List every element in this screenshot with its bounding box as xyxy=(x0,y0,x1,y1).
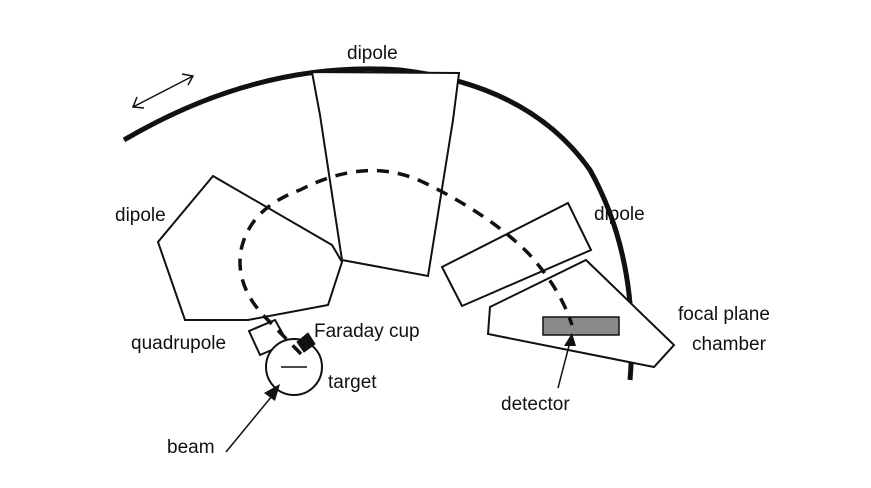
dipole-top-magnet xyxy=(310,70,461,278)
focal-plane-chamber xyxy=(486,258,676,369)
label-dipole-top: dipole xyxy=(347,43,398,64)
label-target: target xyxy=(328,372,377,393)
label-focal-plane: focal plane xyxy=(678,304,770,325)
beam-trajectory xyxy=(238,168,574,356)
beam-arrow xyxy=(225,384,280,453)
faraday-cup xyxy=(296,332,316,353)
double-headed-arrow-icon xyxy=(131,73,195,109)
dipole-left-magnet xyxy=(156,174,344,321)
label-beam: beam xyxy=(167,437,215,458)
label-quadrupole: quadrupole xyxy=(131,333,226,354)
label-dipole-left: dipole xyxy=(115,205,166,226)
label-chamber: chamber xyxy=(692,334,767,355)
detector-leader-arrow xyxy=(557,333,576,389)
dipole-right-magnet xyxy=(440,201,593,308)
label-detector: detector xyxy=(501,394,570,415)
outer-rotation-arc xyxy=(122,66,635,381)
label-faraday-cup: Faraday cup xyxy=(314,321,420,342)
label-dipole-right: dipole xyxy=(594,204,645,225)
detector-element xyxy=(542,316,620,336)
